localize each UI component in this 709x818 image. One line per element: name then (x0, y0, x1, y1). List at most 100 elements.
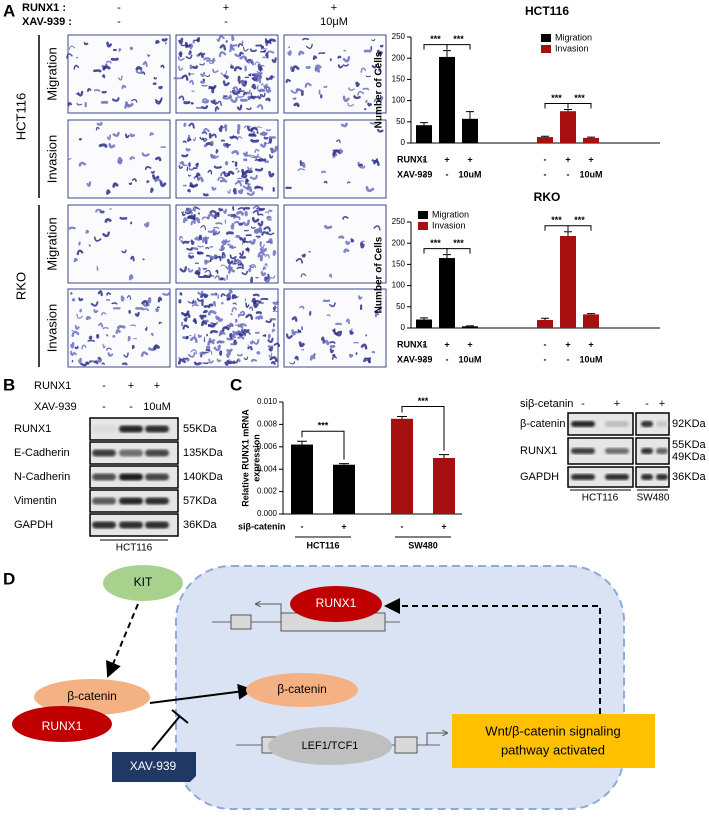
cell (68, 226, 76, 230)
cell (215, 315, 220, 321)
condition-level: - (423, 339, 426, 349)
cell (250, 127, 259, 133)
cell (210, 99, 216, 104)
micrograph (283, 34, 387, 114)
cell (378, 305, 382, 312)
cell (314, 64, 322, 70)
cell (79, 308, 82, 313)
protein-label: GAPDH (14, 519, 53, 531)
cell (213, 228, 218, 235)
protein-label: N-Cadherin (14, 471, 70, 483)
cell (232, 302, 237, 305)
legend-swatch (541, 34, 551, 42)
size-label: 92KDa (672, 418, 707, 430)
cell (246, 191, 255, 196)
cell (271, 328, 276, 333)
treatment-name: XAV-939 : (22, 16, 72, 28)
treatment-level: + (614, 398, 620, 410)
cell (202, 128, 210, 135)
cell (266, 215, 272, 220)
panel-label: A (3, 1, 15, 20)
gene-box (394, 736, 418, 754)
cell (66, 53, 73, 59)
cell (193, 217, 201, 224)
cell (353, 95, 361, 100)
cell (255, 77, 262, 84)
dashed-arrow (106, 603, 139, 678)
cell (196, 54, 200, 57)
significance-bracket (401, 406, 445, 451)
significance-label: *** (453, 34, 464, 44)
cell (210, 153, 216, 159)
micrograph (67, 119, 171, 199)
significance-bracket (567, 103, 592, 109)
cell (260, 131, 267, 136)
cell (230, 97, 238, 103)
cell (348, 87, 355, 91)
cell (243, 91, 248, 96)
gene-box (230, 614, 252, 630)
cell (182, 140, 187, 143)
cell (188, 122, 195, 129)
y-tick-label: 0.008 (257, 420, 278, 429)
cell (237, 177, 243, 180)
cell (220, 171, 228, 177)
cell (332, 149, 342, 156)
error-bar (443, 254, 451, 259)
cell (123, 352, 129, 358)
cell (207, 169, 213, 175)
band (145, 473, 169, 481)
blot-row (89, 441, 179, 465)
cell (70, 292, 73, 295)
y-tick-label: 150 (392, 260, 406, 269)
cell (237, 75, 241, 82)
cell (157, 296, 163, 303)
band (119, 425, 143, 433)
cell (98, 322, 104, 328)
cell (206, 333, 209, 337)
cell (204, 259, 208, 265)
treatment-level: - (129, 401, 133, 413)
cell (254, 159, 260, 162)
cell (192, 318, 197, 324)
cell (150, 332, 154, 337)
cell (207, 229, 214, 234)
cell (250, 358, 257, 363)
condition-level: + (565, 154, 570, 164)
cell (376, 96, 384, 102)
cell (326, 314, 331, 317)
significance-bracket (423, 248, 448, 254)
y-tick-label: 150 (392, 75, 406, 84)
protein-label: Vimentin (14, 495, 57, 507)
cell (256, 351, 261, 355)
cell (269, 356, 278, 363)
bar (416, 125, 432, 143)
cell (219, 44, 227, 51)
significance-label: *** (574, 215, 585, 225)
cell (202, 193, 209, 197)
cell (241, 168, 249, 175)
cell (203, 305, 211, 309)
y-axis-label: Relative RUNX1 mRNA (240, 409, 250, 507)
cell (191, 304, 199, 307)
cell (216, 100, 222, 107)
cell (95, 208, 103, 213)
cell (189, 43, 194, 50)
cell (81, 344, 87, 350)
cell (260, 141, 267, 148)
protein-label: RUNX1 (14, 423, 51, 435)
cell (246, 107, 252, 111)
cell (236, 266, 244, 270)
band (92, 497, 116, 505)
cell (105, 333, 109, 337)
significance-label: *** (574, 93, 585, 103)
cell (263, 141, 270, 145)
cell (238, 357, 241, 363)
bar (416, 319, 432, 328)
cell (230, 65, 234, 69)
cell (231, 294, 237, 300)
significance-bracket (301, 430, 345, 460)
cell (342, 95, 350, 103)
cell (241, 270, 249, 276)
cell (146, 180, 150, 184)
